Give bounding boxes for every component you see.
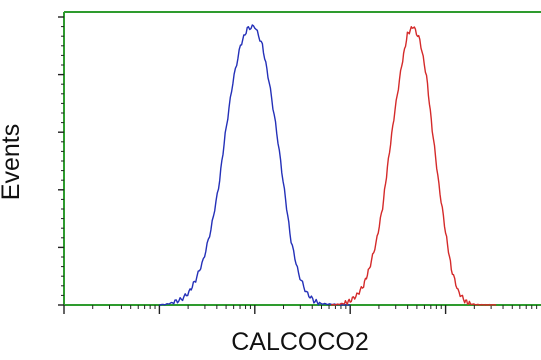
sample-histogram-trace: [331, 26, 497, 306]
series-group: [159, 24, 497, 306]
y-axis-label: Events: [0, 124, 25, 200]
axes: [58, 12, 541, 314]
x-axis-label: CALCOCO2: [231, 328, 369, 356]
control-histogram-trace: [159, 24, 351, 306]
